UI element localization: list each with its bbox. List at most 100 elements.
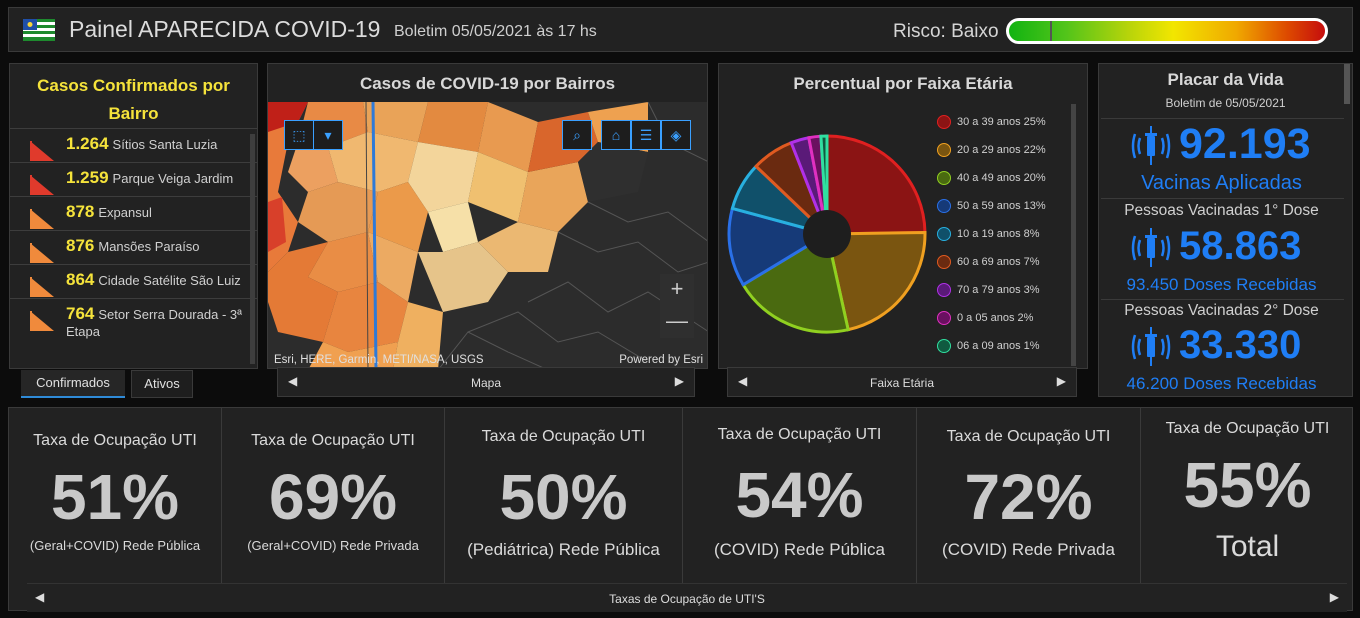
uti-card-title: Taxa de Ocupação UTI [1165,420,1330,437]
legend-swatch [937,171,951,186]
vida-title: Placar da Vida [1167,70,1284,89]
uti-card-title: Taxa de Ocupação UTI [33,432,197,449]
cases-scrollbar[interactable] [250,134,255,364]
case-count: 764 [66,304,95,323]
legend-label: 30 a 39 anos 25% [957,116,1046,128]
neighborhood-name: Mansões Paraíso [98,239,200,254]
tab-ativos[interactable]: Ativos [131,370,193,398]
legend-item[interactable]: 40 a 49 anos 20% [937,170,1046,186]
map-powered-by[interactable]: Powered by Esri [619,354,703,366]
vida-subtitle: Boletim de 05/05/2021 [1165,96,1286,110]
pie-slice[interactable] [825,134,927,236]
age-pager: ◀ Faixa Etária ▶ [727,367,1077,397]
prev-arrow-icon[interactable]: ◀ [738,374,748,388]
list-item[interactable]: 764 Setor Serra Dourada - 3ª Etapa [10,298,257,344]
legend-item[interactable]: 50 a 59 anos 13% [937,198,1046,214]
flag-marker-icon [30,209,54,229]
header-bar: Painel APARECIDA COVID-19 Boletim 05/05/… [8,7,1353,52]
cases-list: 1.264 Sítios Santa Luzia 1.259 Parque Veiga… [10,128,257,344]
donut-hole [803,210,851,258]
legend-item[interactable]: 20 a 29 anos 22% [937,142,1046,158]
next-arrow-icon[interactable]: ▶ [1056,374,1066,388]
map-panel: Casos de COVID-19 por Bairros [267,63,708,369]
list-item[interactable]: 1.264 Sítios Santa Luzia [10,128,257,162]
legend-label: 70 a 79 anos 3% [957,284,1040,296]
age-legend-scrollbar[interactable] [1071,104,1076,366]
divider [1101,118,1344,119]
search-icon[interactable]: ⌕ [562,120,592,150]
dose1-received: 93.450 Doses Recebidas [1126,275,1317,294]
case-count: 878 [66,202,95,221]
flag-marker-icon [30,311,54,331]
risk-marker [1050,21,1053,41]
legend-label: 10 a 19 anos 8% [957,228,1040,240]
legend-item[interactable]: 06 a 09 anos 1% [937,338,1040,354]
uti-card-subtitle: (Geral+COVID) Rede Privada [247,538,419,553]
pie-slice[interactable] [825,230,927,332]
syringe-icon [1131,126,1171,165]
legend-swatch [937,143,951,158]
case-count: 876 [66,236,95,255]
vida-scrollbar[interactable] [1344,64,1350,104]
list-item[interactable]: 1.259 Parque Veiga Jardim [10,162,257,196]
neighborhood-name: Cidade Satélite São Luiz [98,273,241,288]
placar-da-vida-panel: Placar da Vida Boletim de 05/05/2021 92.… [1098,63,1353,397]
uti-card: Taxa de Ocupação UTI 51% (Geral+COVID) Red… [9,408,222,583]
legend-item[interactable]: 60 a 69 anos 7% [937,254,1040,270]
chevron-down-icon[interactable]: ▾ [313,120,343,150]
vaccines-applied-label: Vacinas Aplicadas [1141,172,1302,194]
uti-card-value: 50% [499,461,628,533]
flag-icon [23,19,55,41]
vaccines-applied-value: 92.193 [1179,120,1311,168]
legend-swatch [937,199,951,214]
legend-label: 0 a 05 anos 2% [957,312,1034,324]
divider [1101,198,1344,199]
syringe-icon [1131,228,1171,267]
select-tool-icon[interactable]: ⬚ [284,120,314,150]
age-pie-chart[interactable] [723,124,933,344]
map-pager-label: Mapa [470,376,502,390]
dose1-value: 58.863 [1179,224,1302,268]
pie-slice[interactable] [741,231,850,334]
age-group-panel: Percentual por Faixa Etária 30 a 39 anos… [718,63,1088,369]
uti-card: Taxa de Ocupação UTI 55% Total [1141,408,1354,583]
uti-occupancy-panel: Taxa de Ocupação UTI 51% (Geral+COVID) Red… [8,407,1354,612]
legend-swatch [937,255,951,270]
uti-pager: ◀ Taxas de Ocupação de UTI'S ▶ [27,583,1347,612]
neighborhood-name: Parque Veiga Jardim [112,171,234,186]
bulletin-date: Boletim 05/05/2021 às 17 hs [394,23,597,40]
layers-icon[interactable]: ◈ [661,120,691,150]
pie-slice[interactable] [819,134,829,235]
list-icon[interactable]: ☰ [631,120,661,150]
legend-item[interactable]: 10 a 19 anos 8% [937,226,1040,242]
prev-arrow-icon[interactable]: ◀ [288,374,298,388]
zoom-in-button[interactable]: + [660,274,694,306]
choropleth-map[interactable]: ⬚ ▾ ⌕ ⌂ ☰ ◈ + — Esri, HERE, Garmin, METI… [268,102,707,368]
page-title: Painel APARECIDA COVID-19 [69,16,381,42]
risk-gauge [1006,18,1328,44]
legend-item[interactable]: 0 a 05 anos 2% [937,310,1033,326]
tab-confirmados[interactable]: Confirmados [21,370,125,398]
flag-marker-icon [30,277,54,297]
list-item[interactable]: 876 Mansões Paraíso [10,230,257,264]
legend-label: 20 a 29 anos 22% [957,144,1046,156]
neighborhood-name: Setor Serra Dourada - 3ª Etapa [66,307,242,339]
uti-card-subtitle: (Geral+COVID) Rede Pública [29,538,201,553]
home-icon[interactable]: ⌂ [601,120,631,150]
next-arrow-icon[interactable]: ▶ [674,374,684,388]
legend-item[interactable]: 70 a 79 anos 3% [937,282,1040,298]
prev-arrow-icon[interactable]: ◀ [35,590,45,604]
age-pager-label: Faixa Etária [869,376,935,390]
next-arrow-icon[interactable]: ▶ [1329,590,1339,604]
legend-item[interactable]: 30 a 39 anos 25% [937,114,1046,130]
uti-card-title: Taxa de Ocupação UTI [481,428,646,445]
zoom-out-button[interactable]: — [660,306,694,338]
list-item[interactable]: 878 Expansul [10,196,257,230]
map-attribution: Esri, HERE, Garmin, METI/NASA, USGS [274,354,484,366]
legend-label: 50 a 59 anos 13% [957,200,1046,212]
list-item[interactable]: 864 Cidade Satélite São Luiz [10,264,257,298]
legend-swatch [937,311,951,326]
uti-card-value: 69% [268,461,398,533]
uti-card-subtitle: (COVID) Rede Privada [942,540,1115,559]
legend-swatch [937,115,951,130]
